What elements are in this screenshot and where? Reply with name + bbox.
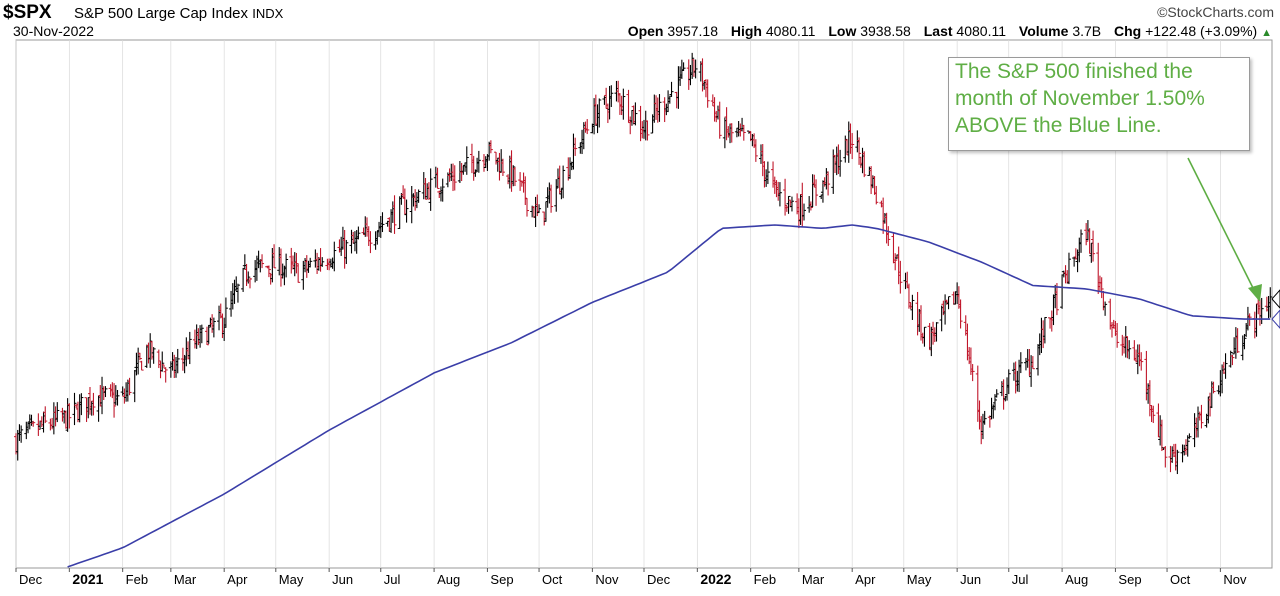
x-tick-label: Feb xyxy=(754,572,776,587)
x-tick-label: Sep xyxy=(1118,572,1141,587)
last-label: Last xyxy=(923,23,953,39)
low-label: Low xyxy=(828,23,857,39)
x-tick-label: Oct xyxy=(542,572,563,587)
x-tick-label: Oct xyxy=(1170,572,1191,587)
annotation-line: month of November 1.50% xyxy=(955,87,1205,110)
chart-date: 30-Nov-2022 xyxy=(13,23,94,39)
arrow-head xyxy=(1248,284,1262,302)
x-tick-label: Mar xyxy=(174,572,197,587)
chg-label: Chg xyxy=(1114,23,1142,39)
x-tick-label: Jul xyxy=(384,572,401,587)
chg-value: +122.48 (+3.09%) xyxy=(1145,23,1258,39)
arrow-shaft xyxy=(1187,157,1257,295)
x-tick-label: Jun xyxy=(332,572,353,587)
volume-label: Volume xyxy=(1018,23,1069,39)
x-tick-label: Feb xyxy=(126,572,148,587)
moving-average-line xyxy=(67,224,1271,568)
x-tick-label: 2022 xyxy=(700,571,731,587)
high-label: High xyxy=(730,23,762,39)
annotation-arrow xyxy=(1187,157,1262,302)
x-tick-label: May xyxy=(279,572,304,587)
x-tick-label: Aug xyxy=(437,572,460,587)
x-tick-label: Aug xyxy=(1065,572,1088,587)
high-value: 4080.11 xyxy=(765,23,816,39)
brand-label[interactable]: ©StockCharts.com xyxy=(1157,4,1274,20)
price-stats: Open 3957.18 High 4080.11 Low 3938.58 La… xyxy=(628,23,1272,39)
last-price-markers xyxy=(1271,289,1280,329)
last-value: 4080.11 xyxy=(956,23,1006,39)
x-tick-label: May xyxy=(907,572,932,587)
up-arrow-icon: ▲ xyxy=(1261,27,1272,39)
ticker-symbol: $SPX xyxy=(3,2,52,23)
x-tick-label: Dec xyxy=(647,572,671,587)
x-tick-label: Jul xyxy=(1012,572,1029,587)
x-tick-label: 2021 xyxy=(72,571,103,587)
exchange-label: INDX xyxy=(252,6,284,21)
chart-header: $SPX S&P 500 Large Cap Index INDX 30-Nov… xyxy=(0,0,1280,40)
annotation-line: The S&P 500 finished the xyxy=(955,60,1193,83)
annotation-line: ABOVE the Blue Line. xyxy=(955,114,1162,137)
volume-value: 3.7B xyxy=(1072,23,1102,39)
low-value: 3938.58 xyxy=(860,23,911,39)
x-tick-label: Dec xyxy=(19,572,43,587)
x-tick-label: Nov xyxy=(1223,572,1247,587)
x-tick-label: Jun xyxy=(960,572,981,587)
x-tick-label: Apr xyxy=(855,572,876,587)
ma-value-marker xyxy=(1271,309,1280,329)
ohlc-bars xyxy=(14,52,1273,475)
x-axis-ticks: Dec 2021 Feb Mar Apr May Jun Jul Aug Sep Oct Nov Dec… xyxy=(15,568,1247,587)
x-tick-label: Sep xyxy=(490,572,513,587)
open-value: 3957.18 xyxy=(667,23,718,39)
index-name: S&P 500 Large Cap Index INDX xyxy=(74,5,284,22)
annotation-box: The S&P 500 finished the month of Novemb… xyxy=(948,57,1250,151)
x-tick-label: Apr xyxy=(227,572,248,587)
open-label: Open xyxy=(627,23,664,39)
x-tick-label: Nov xyxy=(595,572,619,587)
last-price-marker xyxy=(1271,289,1280,309)
x-tick-label: Mar xyxy=(802,572,825,587)
